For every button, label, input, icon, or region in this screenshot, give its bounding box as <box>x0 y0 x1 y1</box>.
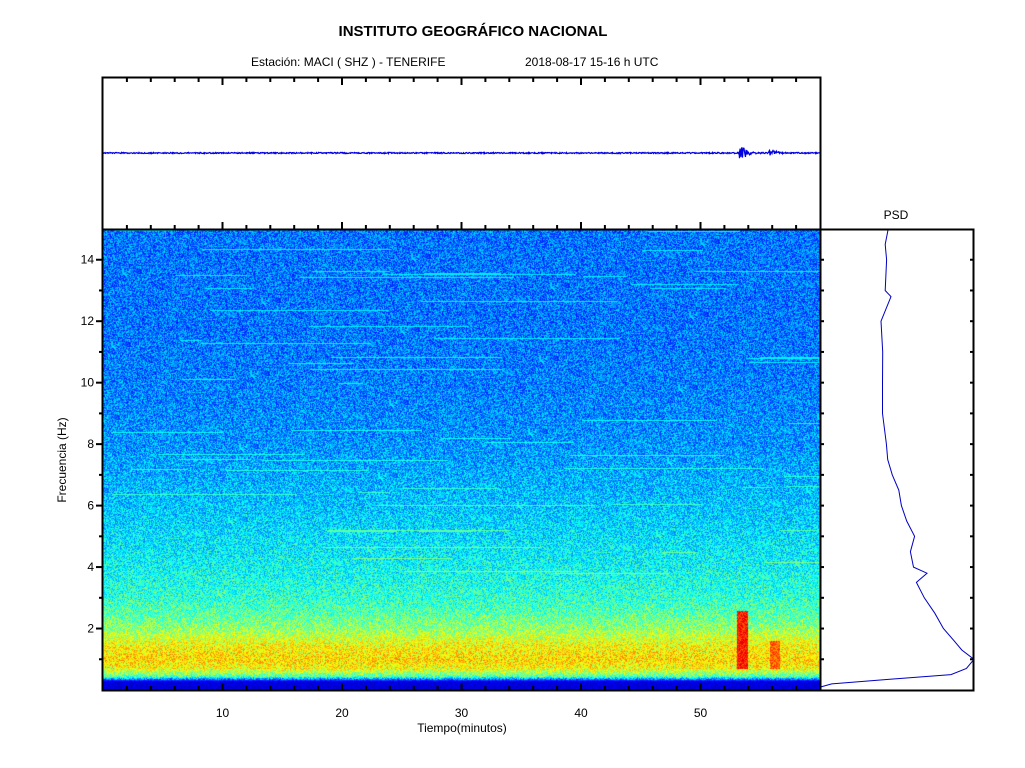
y-tick-label: 12 <box>81 314 95 328</box>
seismogram-trace <box>102 147 821 159</box>
y-axis-label: Frecuencia (Hz) <box>55 417 69 502</box>
x-tick-label: 40 <box>574 706 588 720</box>
psd-frame <box>819 228 975 692</box>
x-tick-label: 30 <box>455 706 469 720</box>
x-tick-label: 20 <box>335 706 349 720</box>
datetime-label: 2018-08-17 15-16 h UTC <box>525 55 659 69</box>
spectrogram-heatmap <box>103 229 820 690</box>
psd-curve <box>820 228 975 688</box>
ticks: 10 20 30 40 50 2 4 6 8 10 12 14 <box>81 78 974 720</box>
psd-title: PSD <box>884 208 909 222</box>
x-tick-label: 50 <box>694 706 708 720</box>
page-title: INSTITUTO GEOGRÁFICO NACIONAL <box>338 23 608 40</box>
x-axis-label: Tiempo(minutos) <box>417 721 507 735</box>
y-tick-label: 14 <box>81 253 95 267</box>
y-tick-label: 6 <box>87 499 94 513</box>
y-tick-label: 2 <box>87 622 94 636</box>
x-tick-label: 10 <box>216 706 230 720</box>
y-tick-label: 10 <box>81 376 95 390</box>
y-tick-label: 4 <box>87 560 94 574</box>
spectrogram-frame <box>101 228 822 692</box>
station-label: Estación: MACI ( SHZ ) - TENERIFE <box>251 55 446 69</box>
y-tick-label: 8 <box>87 437 94 451</box>
